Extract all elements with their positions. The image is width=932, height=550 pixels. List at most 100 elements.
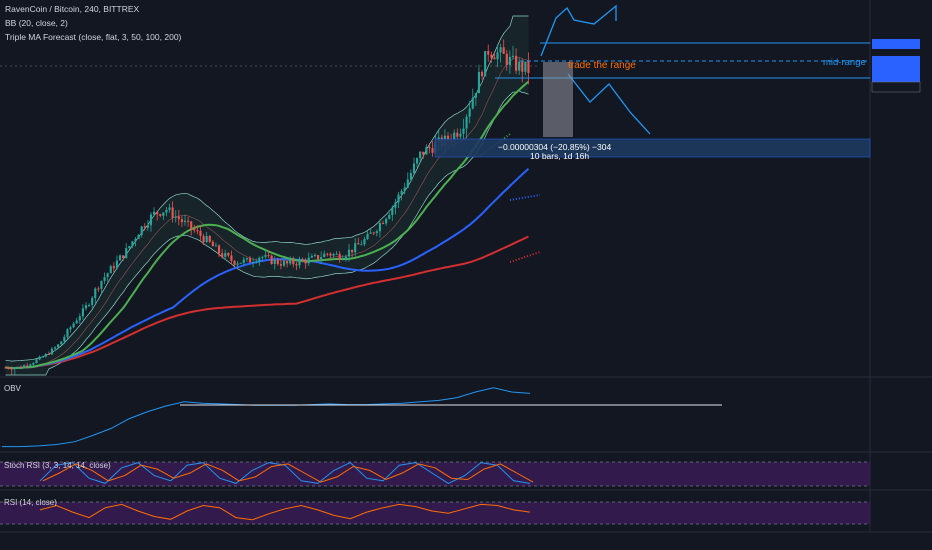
candle-body xyxy=(94,288,97,299)
forecast-up-path xyxy=(540,4,617,57)
bb-indicator-label[interactable]: BB (20, close, 2) xyxy=(5,18,68,28)
bb-lower-line xyxy=(5,90,529,376)
candle-body xyxy=(159,214,162,216)
candle-body xyxy=(44,353,47,357)
range-annotation xyxy=(0,4,871,158)
candle-body xyxy=(118,255,122,261)
candle-body xyxy=(91,298,94,305)
stoch-pane-label[interactable]: Stoch RSI (3, 3, 14, 14, close) xyxy=(4,461,111,470)
candle-body xyxy=(4,367,7,369)
candle-body xyxy=(292,259,295,265)
candle-body xyxy=(474,93,477,98)
candle-body xyxy=(214,245,218,247)
candle-body xyxy=(462,128,465,134)
candle-body xyxy=(248,258,252,263)
candle-body xyxy=(174,216,177,218)
candle-body xyxy=(360,244,363,246)
candle-body xyxy=(69,327,72,330)
candle-body xyxy=(211,241,214,247)
candle-body xyxy=(425,147,428,155)
rsi-band xyxy=(0,502,870,524)
candle-body xyxy=(16,366,20,368)
candle-body xyxy=(251,262,255,264)
candle-body xyxy=(412,163,416,174)
candle-body xyxy=(400,190,403,195)
candle-body xyxy=(493,57,496,60)
candle-body xyxy=(26,365,29,367)
candle-body xyxy=(323,253,326,258)
candle-body xyxy=(143,226,146,228)
candle-body xyxy=(177,216,180,220)
rsi-line xyxy=(39,503,531,521)
candle-body xyxy=(78,316,81,321)
candle-body xyxy=(245,258,248,260)
candle-body xyxy=(394,202,397,208)
candle-body xyxy=(403,187,406,191)
candle-body xyxy=(385,218,388,224)
candle-body xyxy=(484,51,487,77)
rsi-pane-label[interactable]: RSI (14, close) xyxy=(4,498,57,507)
candle-body xyxy=(261,256,264,258)
candle-body xyxy=(326,253,329,255)
bb-upper-line xyxy=(5,15,529,362)
candle-body xyxy=(289,259,292,264)
candle-body xyxy=(521,61,524,72)
candle-body xyxy=(109,266,112,274)
candle-body xyxy=(35,359,38,364)
candle-body xyxy=(190,221,193,229)
candle-body xyxy=(7,367,10,369)
candle-body xyxy=(511,55,515,57)
candle-body xyxy=(480,71,484,77)
measure-box xyxy=(543,62,573,137)
candle-body xyxy=(397,194,400,203)
stoch-k-line xyxy=(39,462,531,484)
candle-body xyxy=(335,253,338,255)
candle-body xyxy=(140,226,143,235)
candle-body xyxy=(134,238,137,242)
candle-body xyxy=(354,243,357,253)
candle-body xyxy=(165,209,168,213)
candle-body xyxy=(453,132,456,142)
candle-body xyxy=(32,363,35,365)
candle-body xyxy=(72,323,75,328)
candle-body xyxy=(329,253,332,256)
candle-body xyxy=(199,230,202,237)
candle-body xyxy=(125,248,128,258)
measure-text-2: 10 bars, 1d 16h xyxy=(530,151,589,161)
price-tag-box xyxy=(872,56,920,66)
candle-body xyxy=(75,320,78,324)
candle-body xyxy=(100,280,103,289)
candle-body xyxy=(10,368,13,370)
candle-body xyxy=(431,148,434,153)
candle-body xyxy=(415,158,419,164)
candle-body xyxy=(487,51,490,55)
candle-body xyxy=(276,259,279,265)
obv-pane-label[interactable]: OBV xyxy=(4,384,21,393)
ma-indicator-label[interactable]: Triple MA Forecast (close, flat, 3, 50, … xyxy=(5,32,182,42)
candle-body xyxy=(115,260,119,269)
candle-body xyxy=(47,353,50,355)
candle-body xyxy=(518,61,521,71)
candle-body xyxy=(419,151,422,159)
candle-body xyxy=(84,305,88,309)
candle-body xyxy=(29,364,32,366)
candle-body xyxy=(468,108,471,117)
candle-body xyxy=(112,266,115,269)
candle-body xyxy=(279,264,283,266)
price-tag-box xyxy=(871,81,921,93)
candle-body xyxy=(496,52,499,60)
candle-body xyxy=(258,257,261,262)
candle-body xyxy=(208,236,211,242)
candle-body xyxy=(230,255,233,261)
symbol-title: RavenCoin / Bitcoin, 240, BITTREX xyxy=(5,4,140,14)
candle-body xyxy=(273,259,276,265)
candle-body xyxy=(171,207,174,218)
candle-body xyxy=(156,211,159,215)
candle-body xyxy=(477,71,481,94)
candle-body xyxy=(502,47,505,54)
candle-body xyxy=(131,241,134,247)
candle-body xyxy=(221,253,224,257)
candle-body xyxy=(57,344,60,348)
candle-body xyxy=(264,254,267,257)
